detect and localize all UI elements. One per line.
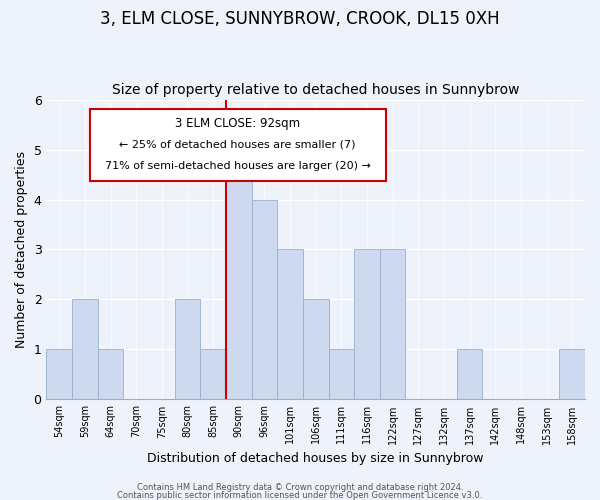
Bar (98, 350, 124, 400)
Text: Contains public sector information licensed under the Open Government Licence v3: Contains public sector information licen… (118, 490, 482, 500)
Bar (175, 300, 200, 400)
Bar (457, 350, 482, 400)
Y-axis label: Number of detached properties: Number of detached properties (15, 151, 28, 348)
Text: 3 ELM CLOSE: 92sqm: 3 ELM CLOSE: 92sqm (175, 117, 300, 130)
Title: Size of property relative to detached houses in Sunnybrow: Size of property relative to detached ho… (112, 83, 520, 97)
Bar (226, 150, 251, 400)
Text: 71% of semi-detached houses are larger (20) →: 71% of semi-detached houses are larger (… (104, 160, 371, 170)
Bar (380, 250, 406, 400)
Bar (559, 350, 585, 400)
Text: Contains HM Land Registry data © Crown copyright and database right 2024.: Contains HM Land Registry data © Crown c… (137, 484, 463, 492)
Bar (329, 350, 354, 400)
Text: 3, ELM CLOSE, SUNNYBROW, CROOK, DL15 0XH: 3, ELM CLOSE, SUNNYBROW, CROOK, DL15 0XH (100, 10, 500, 28)
FancyBboxPatch shape (89, 108, 386, 180)
Text: ← 25% of detached houses are smaller (7): ← 25% of detached houses are smaller (7) (119, 140, 356, 149)
X-axis label: Distribution of detached houses by size in Sunnybrow: Distribution of detached houses by size … (148, 452, 484, 465)
Bar (303, 300, 329, 400)
Bar (354, 250, 380, 400)
Bar (200, 350, 226, 400)
Bar (72, 300, 98, 400)
Bar (46, 350, 72, 400)
Bar (277, 250, 303, 400)
Bar (251, 200, 277, 400)
